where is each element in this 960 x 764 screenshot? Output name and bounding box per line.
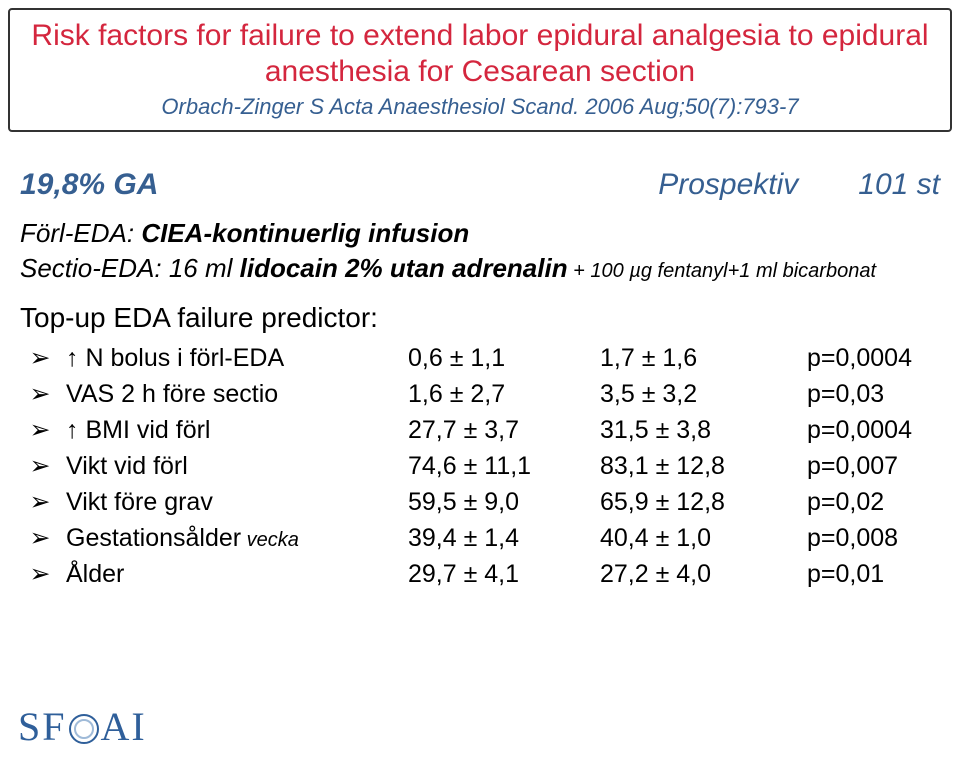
sfai-logo: SF AI: [18, 703, 147, 750]
header-pct: 19,8% GA: [20, 168, 158, 202]
table-row: ➢Ålder29,7 ± 4,127,2 ± 4,0p=0,01: [20, 556, 940, 592]
table-row: ➢Gestationsålder vecka39,4 ± 1,440,4 ± 1…: [20, 520, 940, 556]
row-label: ↑ N bolus i förl-EDA: [60, 340, 402, 376]
description: Förl-EDA: CIEA-kontinuerlig infusion Sec…: [20, 216, 940, 286]
table-row: ➢VAS 2 h före sectio1,6 ± 2,73,5 ± 3,2p=…: [20, 376, 940, 412]
title-box: Risk factors for failure to extend labor…: [8, 8, 952, 132]
bullet-icon: ➢: [20, 484, 60, 520]
row-pvalue: p=0,02: [801, 484, 940, 520]
row-val2: 65,9 ± 12,8: [594, 484, 801, 520]
row-val1: 0,6 ± 1,1: [402, 340, 594, 376]
desc-line2: Sectio-EDA: 16 ml lidocain 2% utan adren…: [20, 251, 940, 286]
row-label: ↑ BMI vid förl: [60, 412, 402, 448]
row-val2: 83,1 ± 12,8: [594, 448, 801, 484]
predictor-table: ➢↑ N bolus i förl-EDA0,6 ± 1,11,7 ± 1,6p…: [20, 340, 940, 592]
row-val1: 39,4 ± 1,4: [402, 520, 594, 556]
logo-circle-icon: [69, 714, 99, 744]
row-pvalue: p=0,007: [801, 448, 940, 484]
table-row: ➢↑ N bolus i förl-EDA0,6 ± 1,11,7 ± 1,6p…: [20, 340, 940, 376]
slide-citation: Orbach-Zinger S Acta Anaesthesiol Scand.…: [26, 94, 934, 120]
bullet-icon: ➢: [20, 448, 60, 484]
row-val1: 74,6 ± 11,1: [402, 448, 594, 484]
desc-line2-suffix: + 100 µg fentanyl+1 ml bicarbonat: [568, 260, 876, 282]
desc-line1: Förl-EDA: CIEA-kontinuerlig infusion: [20, 216, 940, 251]
desc-line1-prefix: Förl-EDA:: [20, 218, 141, 248]
row-val1: 1,6 ± 2,7: [402, 376, 594, 412]
table-row: ➢Vikt vid förl74,6 ± 11,183,1 ± 12,8p=0,…: [20, 448, 940, 484]
content-area: 19,8% GA Prospektiv 101 st Förl-EDA: CIE…: [20, 168, 940, 592]
row-val2: 27,2 ± 4,0: [594, 556, 801, 592]
row-pvalue: p=0,008: [801, 520, 940, 556]
row-label: Gestationsålder vecka: [60, 520, 402, 556]
row-val2: 40,4 ± 1,0: [594, 520, 801, 556]
bullet-icon: ➢: [20, 520, 60, 556]
row-label: VAS 2 h före sectio: [60, 376, 402, 412]
row-val1: 27,7 ± 3,7: [402, 412, 594, 448]
row-val1: 59,5 ± 9,0: [402, 484, 594, 520]
table-row: ➢Vikt före grav59,5 ± 9,065,9 ± 12,8p=0,…: [20, 484, 940, 520]
row-pvalue: p=0,0004: [801, 412, 940, 448]
header-row: 19,8% GA Prospektiv 101 st: [20, 168, 940, 202]
row-val2: 3,5 ± 3,2: [594, 376, 801, 412]
row-val1: 29,7 ± 4,1: [402, 556, 594, 592]
header-n: 101 st: [858, 168, 940, 202]
logo-text-after: AI: [101, 703, 147, 750]
slide: Risk factors for failure to extend labor…: [0, 0, 960, 764]
desc-line1-bold: CIEA-kontinuerlig infusion: [141, 218, 469, 248]
row-label: Vikt vid förl: [60, 448, 402, 484]
bullet-icon: ➢: [20, 412, 60, 448]
desc-line2-bold: lidocain 2% utan adrenalin: [240, 253, 568, 283]
row-label: Vikt före grav: [60, 484, 402, 520]
slide-title: Risk factors for failure to extend labor…: [26, 18, 934, 90]
bullet-icon: ➢: [20, 376, 60, 412]
logo-text-before: SF: [18, 703, 67, 750]
desc-line2-prefix: Sectio-EDA: 16 ml: [20, 253, 240, 283]
row-pvalue: p=0,0004: [801, 340, 940, 376]
header-mid: Prospektiv: [658, 168, 798, 202]
bullet-icon: ➢: [20, 340, 60, 376]
row-pvalue: p=0,01: [801, 556, 940, 592]
row-val2: 1,7 ± 1,6: [594, 340, 801, 376]
bullet-icon: ➢: [20, 556, 60, 592]
predictor-heading: Top-up EDA failure predictor:: [20, 302, 940, 334]
row-label: Ålder: [60, 556, 402, 592]
row-val2: 31,5 ± 3,8: [594, 412, 801, 448]
table-row: ➢↑ BMI vid förl27,7 ± 3,731,5 ± 3,8p=0,0…: [20, 412, 940, 448]
row-pvalue: p=0,03: [801, 376, 940, 412]
